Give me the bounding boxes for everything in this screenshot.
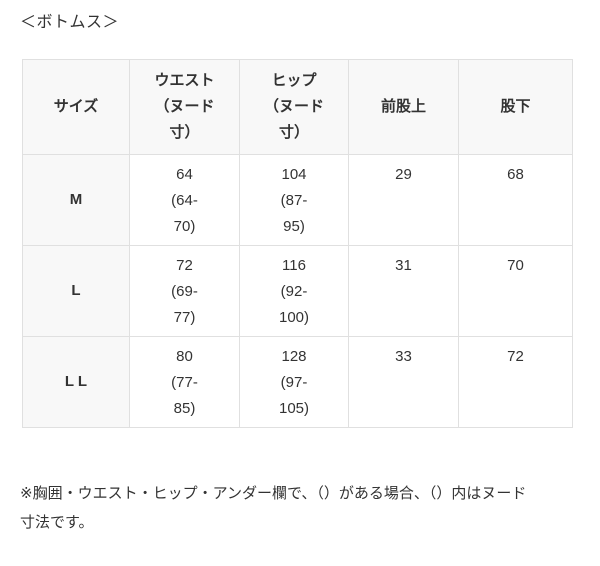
waist-value: 80 (77- 85) bbox=[129, 336, 240, 428]
size-label: L bbox=[22, 245, 130, 337]
column-header-front-rise: 前股上 bbox=[348, 59, 459, 155]
size-label: L L bbox=[22, 336, 130, 428]
measurement-notes: ※胸囲・ウエスト・ヒップ・アンダー欄で、（）がある場合、（）内はヌード 寸法です… bbox=[20, 450, 580, 566]
header-row: サイズ ウエスト （ヌード 寸） ヒップ （ヌード 寸） 前股上 股下 bbox=[22, 59, 573, 155]
size-table-header: サイズ ウエスト （ヌード 寸） ヒップ （ヌード 寸） 前股上 股下 bbox=[22, 59, 573, 155]
note-nude-measurement: ※胸囲・ウエスト・ヒップ・アンダー欄で、（）がある場合、（）内はヌード 寸法です… bbox=[20, 485, 527, 531]
inseam-value: 70 bbox=[458, 245, 573, 337]
size-table-body: M 64 (64- 70) 104 (87- 95) 29 68 L 72 (6… bbox=[22, 154, 573, 428]
table-row-l: L 72 (69- 77) 116 (92- 100) 31 70 bbox=[22, 245, 573, 337]
hip-value: 116 (92- 100) bbox=[239, 245, 349, 337]
inseam-value: 72 bbox=[458, 336, 573, 428]
hip-value: 104 (87- 95) bbox=[239, 154, 349, 246]
column-header-waist: ウエスト （ヌード 寸） bbox=[129, 59, 240, 155]
table-row-m: M 64 (64- 70) 104 (87- 95) 29 68 bbox=[22, 154, 573, 246]
column-header-hip: ヒップ （ヌード 寸） bbox=[239, 59, 349, 155]
front-rise-value: 29 bbox=[348, 154, 459, 246]
front-rise-value: 31 bbox=[348, 245, 459, 337]
inseam-value: 68 bbox=[458, 154, 573, 246]
hip-value: 128 (97- 105) bbox=[239, 336, 349, 428]
bottoms-size-table: サイズ ウエスト （ヌード 寸） ヒップ （ヌード 寸） 前股上 股下 M 64… bbox=[22, 59, 573, 428]
table-row-ll: L L 80 (77- 85) 128 (97- 105) 33 72 bbox=[22, 336, 573, 428]
column-header-size: サイズ bbox=[22, 59, 130, 155]
page-title: ＜ボトムス＞ bbox=[20, 14, 120, 31]
size-label: M bbox=[22, 154, 130, 246]
waist-value: 72 (69- 77) bbox=[129, 245, 240, 337]
waist-value: 64 (64- 70) bbox=[129, 154, 240, 246]
column-header-inseam: 股下 bbox=[458, 59, 573, 155]
front-rise-value: 33 bbox=[348, 336, 459, 428]
